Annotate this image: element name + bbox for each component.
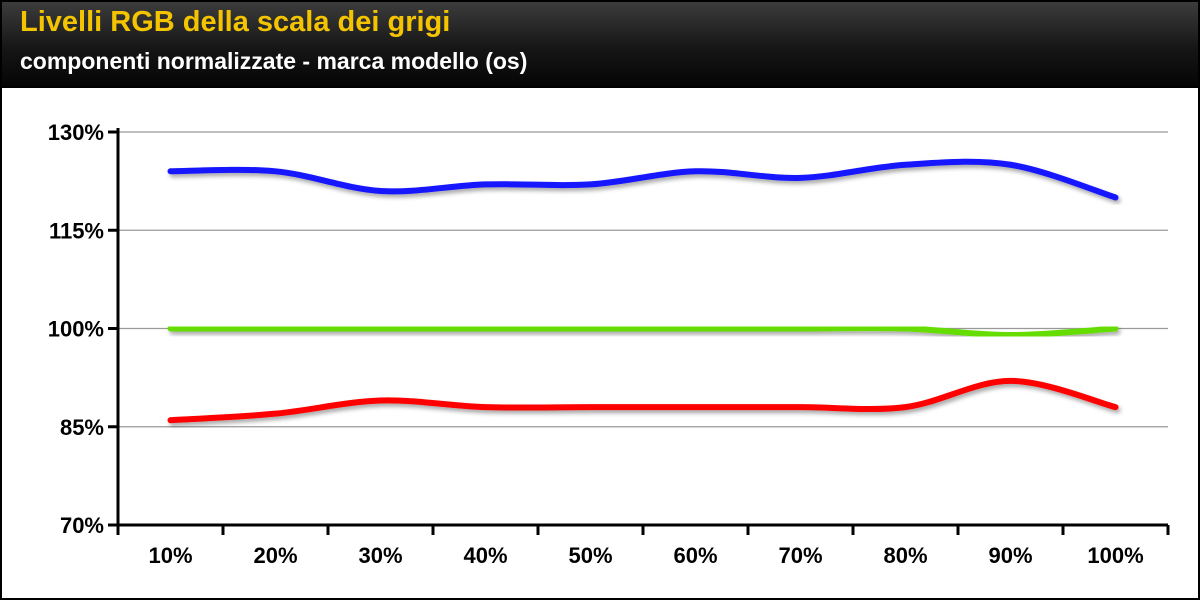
series-lines [167, 158, 1119, 424]
x-tick-label: 20% [253, 543, 297, 568]
x-tick-label: 10% [148, 543, 192, 568]
y-tick-label: 70% [60, 513, 104, 538]
x-tick-label: 90% [988, 543, 1032, 568]
y-tick-labels: 70% 85% 100% 115% 130% [48, 120, 104, 538]
x-tick-labels: 10% 20% 30% 40% 50% 60% 70% 80% 90% 100% [148, 543, 1143, 568]
x-tick-label: 100% [1087, 543, 1143, 568]
series-line-red [167, 377, 1119, 424]
series-line-green [167, 325, 1119, 339]
y-tick-label: 130% [48, 120, 104, 145]
chart-title: Livelli RGB della scala dei grigi [20, 6, 451, 38]
x-tick-label: 40% [463, 543, 507, 568]
x-tick-label: 50% [568, 543, 612, 568]
x-tick-label: 70% [778, 543, 822, 568]
chart-subtitle: componenti normalizzate - marca modello … [20, 48, 528, 74]
y-tick-label: 100% [48, 317, 104, 342]
series-line-blue [167, 158, 1119, 201]
y-tick-label: 115% [49, 218, 104, 243]
axes [108, 128, 1170, 535]
y-tick-label: 85% [60, 415, 104, 440]
x-tick-label: 60% [673, 543, 717, 568]
x-tick-label: 30% [358, 543, 402, 568]
chart-header: Livelli RGB della scala dei grigi compon… [2, 2, 1198, 88]
x-tick-label: 80% [883, 543, 927, 568]
